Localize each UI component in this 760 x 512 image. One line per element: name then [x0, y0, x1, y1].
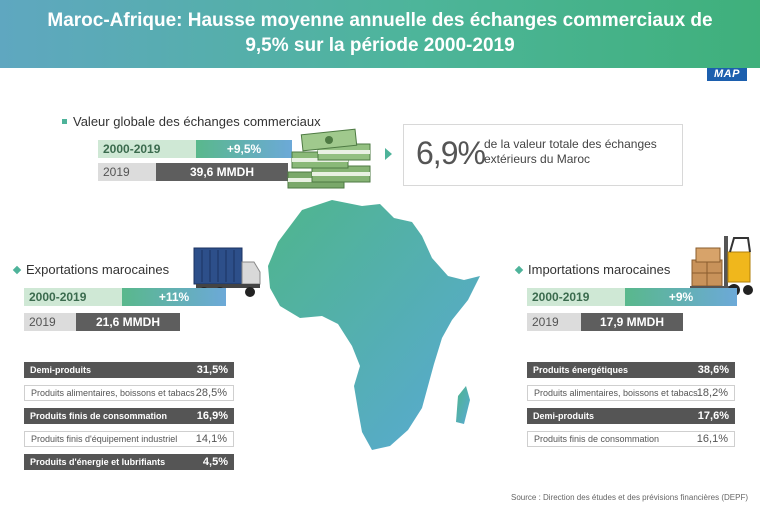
product-value: 14,1%	[195, 433, 227, 445]
exports-product-row: Demi-produits 31,5%	[24, 362, 234, 378]
global-title: Valeur globale des échanges commerciaux	[73, 114, 321, 129]
imports-period-chip: 2000-2019	[527, 288, 625, 306]
imports-product-row: Demi-produits 17,6%	[527, 408, 735, 424]
banner-title: Maroc-Afrique: Hausse moyenne annuelle d…	[47, 10, 713, 56]
product-label: Produits d'énergie et lubrifiants	[30, 457, 166, 467]
imports-product-row: Produits alimentaires, boissons et tabac…	[527, 385, 735, 401]
product-value: 16,9%	[196, 410, 228, 422]
product-label: Produits finis de consommation	[534, 434, 660, 444]
product-label: Produits finis d'équipement industriel	[31, 434, 178, 444]
imports-product-row: Produits finis de consommation 16,1%	[527, 431, 735, 447]
global-year-chip: 2019	[98, 163, 156, 181]
imports-growth-chip: +9%	[625, 288, 737, 306]
exports-value-chip: 21,6 MMDH	[76, 313, 180, 331]
exports-title: Exportations marocaines	[26, 262, 170, 277]
global-growth-chip: +9,5%	[196, 140, 292, 158]
square-bullet-icon	[62, 119, 67, 124]
imports-value-chip: 17,9 MMDH	[581, 313, 683, 331]
source-note: Source : Direction des études et des pré…	[511, 493, 748, 502]
product-label: Produits alimentaires, boissons et tabac…	[31, 388, 195, 398]
product-value: 4,5%	[202, 456, 228, 468]
product-label: Produits énergétiques	[533, 365, 629, 375]
product-label: Demi-produits	[533, 411, 595, 421]
money-stack-icon	[287, 128, 371, 189]
product-label: Demi-produits	[30, 365, 92, 375]
imports-year-chip: 2019	[527, 313, 581, 331]
exports-product-row: Produits alimentaires, boissons et tabac…	[24, 385, 234, 401]
diamond-bullet-icon	[514, 265, 524, 274]
diamond-bullet-icon	[12, 265, 22, 274]
product-label: Produits alimentaires, boissons et tabac…	[534, 388, 698, 398]
imports-section-title: Importations marocaines	[514, 262, 671, 277]
imports-title: Importations marocaines	[528, 262, 671, 277]
share-value: 6,9%	[416, 135, 486, 171]
product-value: 17,6%	[697, 410, 729, 422]
imports-product-row: Produits énergétiques 38,6%	[527, 362, 735, 378]
share-description: de la valeur totale des échanges extérie…	[484, 137, 657, 166]
exports-product-row: Produits d'énergie et lubrifiants 4,5%	[24, 454, 234, 470]
map-logo: MAP	[707, 68, 747, 81]
product-value: 31,5%	[196, 364, 228, 376]
product-value: 18,2%	[696, 387, 728, 399]
exports-growth-chip: +11%	[122, 288, 226, 306]
product-label: Produits finis de consommation	[30, 411, 168, 421]
product-value: 16,1%	[696, 433, 728, 445]
product-value: 38,6%	[697, 364, 729, 376]
banner: Maroc-Afrique: Hausse moyenne annuelle d…	[0, 0, 760, 68]
share-box: 6,9% de la valeur totale des échanges ex…	[403, 124, 683, 186]
exports-year-chip: 2019	[24, 313, 76, 331]
arrow-icon	[385, 148, 392, 160]
exports-section-title: Exportations marocaines	[12, 262, 170, 277]
global-value-chip: 39,6 MMDH	[156, 163, 288, 181]
global-section-title: Valeur globale des échanges commerciaux	[62, 114, 321, 129]
africa-map-icon	[268, 200, 480, 450]
product-value: 28,5%	[195, 387, 227, 399]
exports-product-row: Produits finis d'équipement industriel 1…	[24, 431, 234, 447]
exports-product-row: Produits finis de consommation 16,9%	[24, 408, 234, 424]
global-period-chip: 2000-2019	[98, 140, 196, 158]
exports-period-chip: 2000-2019	[24, 288, 122, 306]
